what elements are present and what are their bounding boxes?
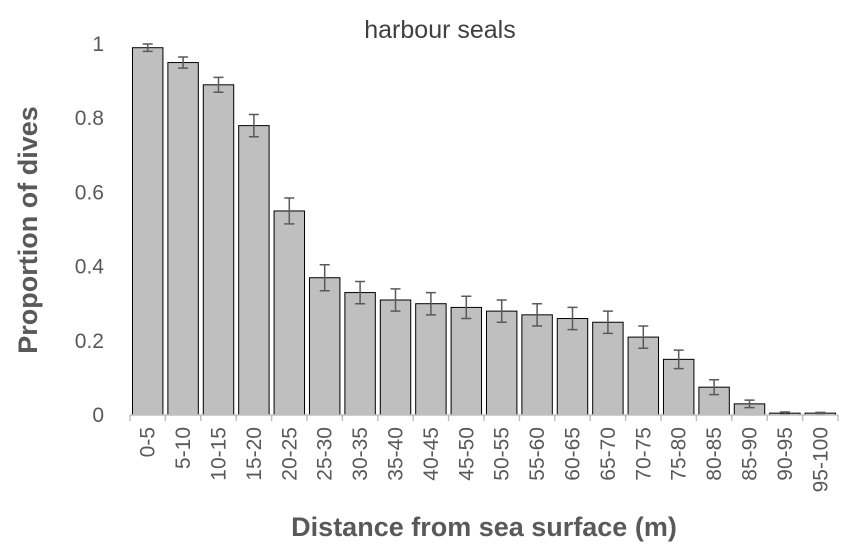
x-tick-label: 10-15 — [208, 427, 231, 481]
error-bar — [709, 379, 720, 396]
x-tick-label: 70-75 — [632, 427, 655, 481]
x-tick-label: 45-50 — [455, 427, 478, 481]
y-tick-label: 0 — [92, 404, 104, 427]
bar — [592, 321, 624, 416]
error-bar — [248, 113, 259, 138]
error-bar — [319, 263, 330, 292]
x-tick-label: 55-60 — [526, 427, 549, 481]
bar — [273, 210, 306, 416]
error-bar — [425, 291, 436, 316]
y-tick-label: 0.2 — [75, 330, 104, 353]
x-tick-label: 30-35 — [349, 427, 372, 481]
bar — [415, 303, 447, 416]
error-bar — [142, 43, 153, 53]
y-axis-title: Proportion of dives — [13, 106, 43, 354]
x-tick-label: 35-40 — [385, 427, 408, 481]
y-tick-label: 0.6 — [75, 181, 104, 204]
bar — [202, 84, 235, 416]
bar — [167, 62, 199, 416]
bar — [556, 318, 589, 416]
error-bar — [638, 325, 649, 349]
bar — [450, 306, 483, 416]
x-tick-label: 20-25 — [278, 427, 301, 481]
x-tick-label: 75-80 — [668, 427, 691, 481]
error-bar — [355, 280, 366, 305]
x-tick-label: 80-85 — [703, 427, 726, 481]
x-tick-label: 5-10 — [172, 427, 195, 469]
y-tick-label: 1 — [92, 33, 104, 56]
bar — [131, 47, 164, 416]
bar — [308, 277, 341, 416]
bar — [379, 299, 412, 416]
error-bar — [673, 349, 684, 370]
error-bar — [284, 197, 295, 225]
error-bar — [213, 76, 224, 93]
y-tick-label: 0.8 — [75, 107, 104, 130]
x-tick-label: 40-45 — [420, 427, 443, 481]
x-tick-label: 50-55 — [491, 427, 514, 481]
x-tick-label: 85-90 — [739, 427, 762, 481]
x-tick-label: 65-70 — [597, 427, 620, 481]
x-tick-label: 15-20 — [243, 427, 266, 481]
bar — [521, 314, 553, 416]
x-tick-label: 25-30 — [314, 427, 337, 481]
x-tick-label: 0-5 — [137, 427, 160, 457]
bar — [485, 310, 518, 416]
x-axis-title: Distance from sea surface (m) — [291, 512, 677, 542]
bar — [344, 292, 376, 416]
error-bar — [815, 411, 826, 415]
error-bar — [532, 302, 543, 327]
error-bar — [602, 310, 613, 335]
error-bar — [744, 399, 755, 409]
chart-title: harbour seals — [364, 16, 515, 44]
error-bar — [178, 56, 189, 69]
bar — [238, 125, 270, 416]
y-tick-label: 0.4 — [75, 256, 105, 279]
x-tick-label: 60-65 — [562, 427, 585, 481]
error-bar — [496, 299, 507, 323]
x-tick-label: 95-100 — [809, 427, 832, 492]
error-bar — [567, 306, 578, 331]
error-bar — [461, 295, 472, 320]
error-bar — [390, 288, 401, 312]
bar — [698, 386, 730, 416]
x-tick-label: 90-95 — [774, 427, 797, 481]
